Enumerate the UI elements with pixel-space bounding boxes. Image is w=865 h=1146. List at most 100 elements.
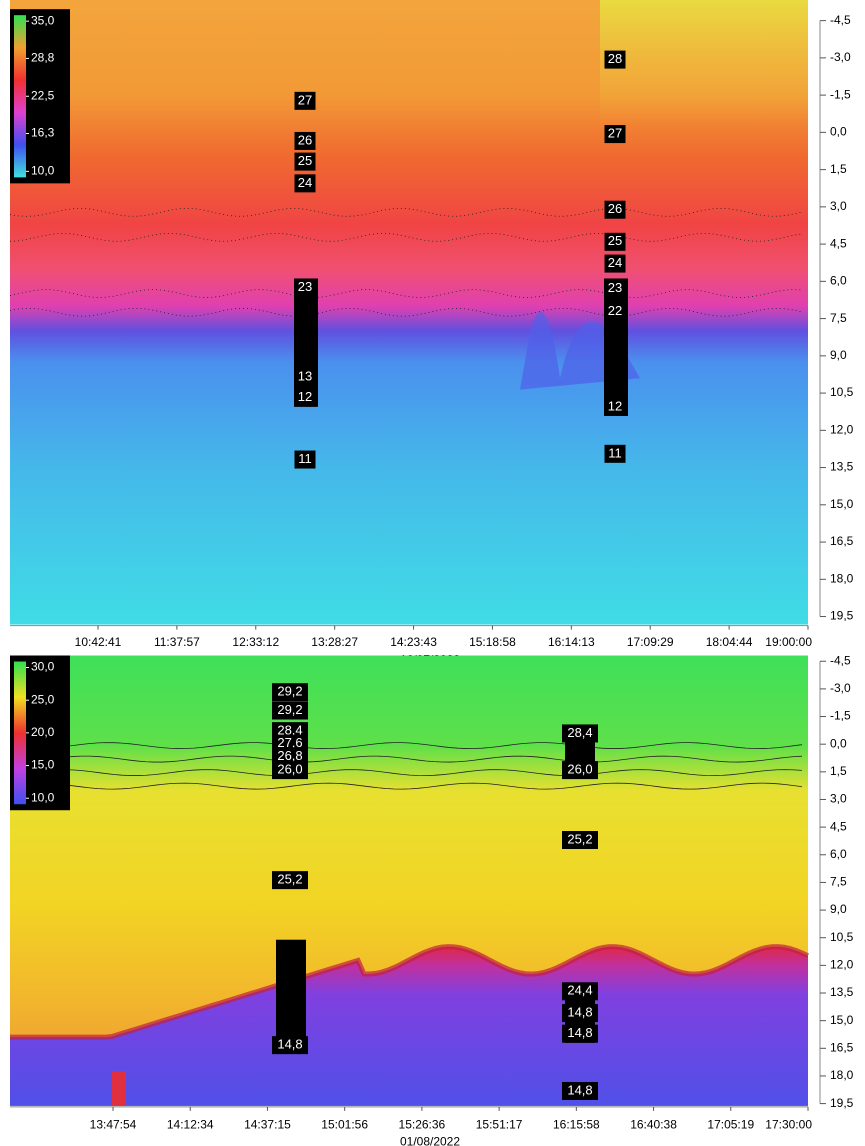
y-tick-label: 6,0 bbox=[830, 847, 847, 861]
colorbar bbox=[14, 15, 26, 178]
contour-label-bg bbox=[294, 388, 316, 407]
contour-label-bg bbox=[562, 724, 598, 743]
y-tick-label: 19,5 bbox=[830, 609, 854, 623]
x-tick-label: 19:00:00 bbox=[765, 635, 812, 649]
colorbar bbox=[14, 661, 26, 805]
contour-label-bg bbox=[294, 131, 316, 150]
y-tick-label: 19,5 bbox=[830, 1096, 854, 1110]
contour-line bbox=[9, 755, 803, 763]
contour-line bbox=[9, 232, 803, 242]
x-tick-label: 14:37:15 bbox=[244, 1118, 291, 1132]
contour-label-bg bbox=[604, 397, 626, 416]
contour-label-bg bbox=[272, 871, 308, 890]
x-tick-label: 15:18:58 bbox=[469, 635, 516, 649]
contour-label: 25,2 bbox=[567, 831, 592, 846]
x-tick-label: 13:47:54 bbox=[90, 1118, 137, 1132]
contour-label: 27,6 bbox=[277, 735, 302, 750]
contour-label-bg bbox=[272, 683, 308, 702]
contour-label-bg bbox=[272, 701, 308, 720]
contour-label: 23 bbox=[298, 279, 312, 294]
y-tick-label: 9,0 bbox=[830, 348, 847, 362]
contour-label: 24 bbox=[298, 175, 312, 190]
x-tick-label: 17:30:00 bbox=[765, 1118, 812, 1132]
contour-label: 27 bbox=[298, 92, 312, 107]
x-tick-label: 17:05:19 bbox=[707, 1118, 754, 1132]
colorbar-label: 10,0 bbox=[31, 790, 55, 804]
y-tick-label: -4,5 bbox=[830, 653, 851, 667]
y-tick-label: 16,5 bbox=[830, 1040, 854, 1054]
contour-label: 26,0 bbox=[277, 762, 302, 777]
y-tick-label: 7,5 bbox=[830, 311, 847, 325]
contour-label-bg bbox=[272, 761, 308, 780]
x-tick-label: 16:14:13 bbox=[548, 635, 595, 649]
contour-label: 29,2 bbox=[277, 702, 302, 717]
contour-label: 26,0 bbox=[567, 762, 592, 777]
x-tick-label: 14:12:34 bbox=[167, 1118, 214, 1132]
y-tick-label: 18,0 bbox=[830, 1068, 854, 1082]
x-tick-label: 15:51:17 bbox=[476, 1118, 523, 1132]
contour-label-bg bbox=[604, 50, 626, 69]
colorbar-label: 35,0 bbox=[31, 13, 55, 27]
y-tick-label: 15,0 bbox=[830, 497, 854, 511]
y-tick-label: 3,0 bbox=[830, 199, 847, 213]
label-stack bbox=[604, 278, 628, 416]
contour-label: 14,8 bbox=[567, 1005, 592, 1020]
x-tick-label: 16:40:38 bbox=[630, 1118, 677, 1132]
contour-label-bg bbox=[604, 302, 626, 321]
contour-label-bg bbox=[294, 450, 316, 469]
y-tick-label: 1,5 bbox=[830, 764, 847, 778]
y-tick-label: 0,0 bbox=[830, 125, 847, 139]
contour-label-bg bbox=[562, 1024, 598, 1043]
y-tick-label: 1,5 bbox=[830, 162, 847, 176]
y-tick-label: 4,5 bbox=[830, 819, 847, 833]
y-tick-label: -1,5 bbox=[830, 709, 851, 723]
warm-patch bbox=[600, 0, 808, 127]
x-tick-label: 12:33:12 bbox=[232, 635, 279, 649]
contour-label-bg bbox=[562, 761, 598, 780]
contour-line bbox=[9, 307, 803, 317]
contour-label: 25 bbox=[608, 233, 622, 248]
label-stack bbox=[294, 278, 318, 407]
heatmap-panel: 29,229,228,427,626,826,025,214,828,426,0… bbox=[9, 653, 854, 1146]
colorbar-label: 22,5 bbox=[31, 88, 55, 102]
x-tick-label: 15:01:56 bbox=[321, 1118, 368, 1132]
y-tick-label: 6,0 bbox=[830, 274, 847, 288]
contour-line bbox=[9, 769, 803, 777]
contour-label: 14,8 bbox=[567, 1025, 592, 1040]
contour-line bbox=[9, 207, 803, 217]
colorbar-label: 25,0 bbox=[31, 692, 55, 706]
contour-label-bg bbox=[562, 1081, 598, 1100]
y-tick-label: 0,0 bbox=[830, 736, 847, 750]
y-tick-label: -3,0 bbox=[830, 681, 851, 695]
y-tick-label: 10,5 bbox=[830, 930, 854, 944]
x-tick-label: 15:26:36 bbox=[399, 1118, 446, 1132]
y-tick-label: 7,5 bbox=[830, 875, 847, 889]
colorbar-label: 10,0 bbox=[31, 164, 55, 178]
heatmap-panel: 27 26 25 24 23 13 12 11 28 27 26 25 24 23 22 12 11 -4,5 -3… bbox=[9, 0, 854, 666]
y-tick-label: 16,5 bbox=[830, 534, 854, 548]
contour-line bbox=[9, 782, 803, 790]
contour-label: 14,8 bbox=[277, 1037, 302, 1052]
x-tick-label: 17:09:29 bbox=[627, 635, 674, 649]
x-axis-date: 01/08/2022 bbox=[400, 1135, 460, 1146]
contour-label-bg bbox=[294, 368, 316, 387]
contour-label-bg bbox=[294, 152, 316, 171]
colorbar-label: 20,0 bbox=[31, 725, 55, 739]
contour-label: 22 bbox=[608, 303, 622, 318]
contour-label-bg bbox=[604, 444, 626, 463]
colorbar-label: 30,0 bbox=[31, 660, 55, 674]
contour-label: 28 bbox=[608, 51, 622, 66]
contour-label-bg bbox=[294, 91, 316, 110]
y-tick-label: -4,5 bbox=[830, 13, 851, 27]
y-tick-label: 9,0 bbox=[830, 902, 847, 916]
y-tick-label: -3,0 bbox=[830, 50, 851, 64]
contour-label-bg bbox=[604, 232, 626, 251]
y-tick-label: 4,5 bbox=[830, 236, 847, 250]
y-tick-label: 15,0 bbox=[830, 1013, 854, 1027]
contour-label: 26 bbox=[298, 132, 312, 147]
contour-label: 23 bbox=[608, 280, 622, 295]
y-tick-label: 3,0 bbox=[830, 792, 847, 806]
contour-label: 28,4 bbox=[567, 725, 592, 740]
contour-label-bg bbox=[604, 254, 626, 273]
contour-label-bg bbox=[562, 1004, 598, 1023]
